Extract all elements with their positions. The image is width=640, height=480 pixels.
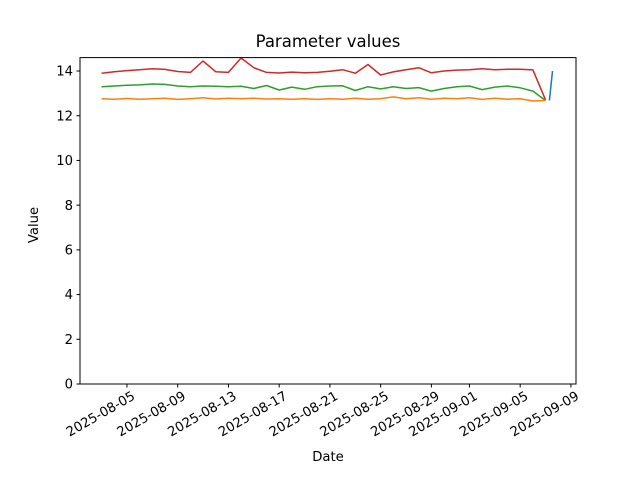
y-tick-label: 4 <box>65 288 73 303</box>
plot-layer: 024681012142025-08-052025-08-092025-08-1… <box>56 57 582 440</box>
y-tick-label: 2 <box>65 333 73 348</box>
series-blue-line <box>548 70 554 101</box>
y-axis-label: Value <box>27 207 42 243</box>
x-axis-label: Date <box>312 450 344 465</box>
y-tick-label: 6 <box>65 243 73 258</box>
series-red-line <box>101 57 547 101</box>
y-tick-label: 10 <box>56 154 73 169</box>
y-tick-label: 8 <box>65 199 73 214</box>
chart-title: Parameter values <box>256 32 401 51</box>
series-green-line <box>101 83 547 102</box>
y-tick-label: 12 <box>56 109 73 124</box>
y-tick-label: 0 <box>65 378 73 393</box>
axes-frame <box>79 57 577 385</box>
series-orange-line <box>101 96 546 102</box>
y-tick-label: 14 <box>56 65 73 80</box>
